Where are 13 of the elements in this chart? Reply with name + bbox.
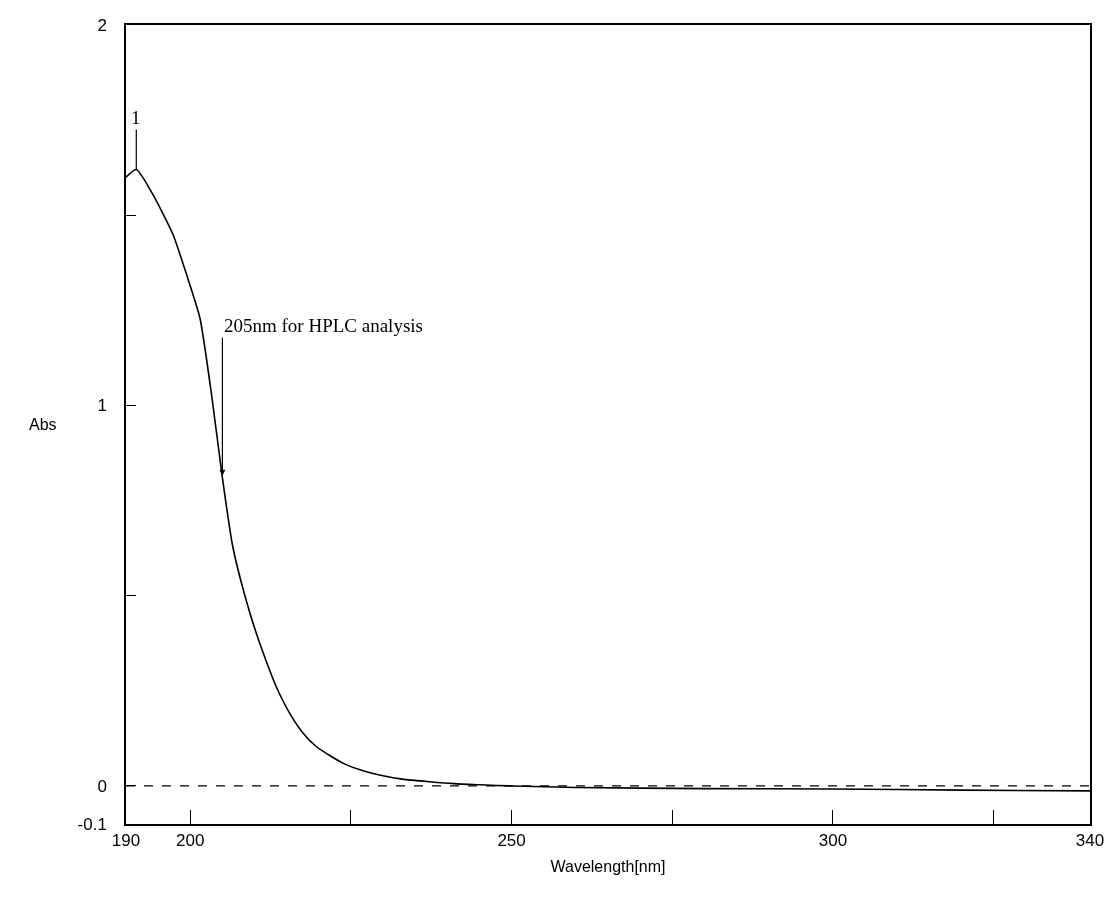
x-tick-label: 190 (111, 831, 141, 851)
y-tick-label: 1 (97, 396, 107, 416)
x-tick-label: 340 (1075, 831, 1105, 851)
y-tick-label: 2 (97, 15, 107, 35)
annotation: 205nm for HPLC analysis (224, 315, 423, 336)
x-tick-label: 300 (818, 831, 848, 851)
x-tick-label: 250 (497, 831, 526, 851)
y-axis-title: Abs (29, 416, 57, 433)
y-tick-label: 0 (97, 776, 107, 796)
annotation: 1 (131, 107, 141, 128)
x-tick-label: 200 (176, 831, 205, 851)
x-axis-title: Wavelength[nm] (550, 858, 666, 876)
y-tick-label: -0.1 (77, 814, 107, 834)
